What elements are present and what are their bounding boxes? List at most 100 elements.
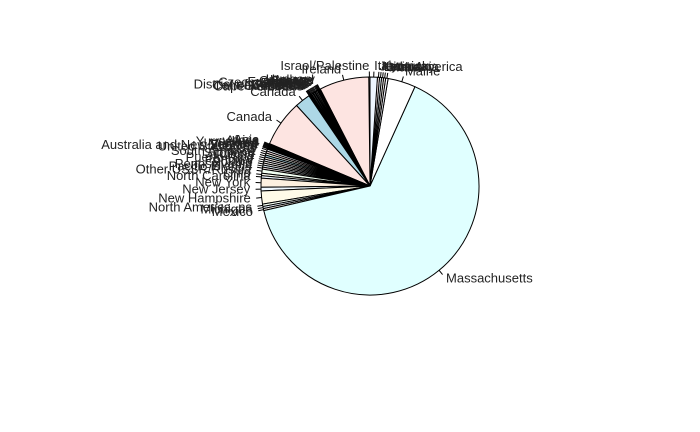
pie-label-new-york: New York xyxy=(195,174,250,189)
pie-label-canada: Canada xyxy=(250,84,296,99)
pie-tick-massachusetts xyxy=(438,269,443,275)
pie-label-massachusetts: Massachusetts xyxy=(446,271,533,286)
pie-label-asia: Asia xyxy=(234,132,260,147)
pie-tick-scotland xyxy=(259,154,266,157)
pie-tick-czechoslovakia xyxy=(311,87,316,93)
pie-tick-england xyxy=(310,87,315,93)
pie-label-latin-america: Latin America xyxy=(384,59,464,74)
pie-label-michigan: Michigan xyxy=(200,202,252,217)
pie-tick-greece xyxy=(315,84,319,91)
pie-tick-kentucky xyxy=(380,72,382,78)
pie-slice-italy xyxy=(369,76,378,187)
pie-slices xyxy=(260,76,480,296)
pie-label-caribbean: Caribbean xyxy=(244,78,304,93)
pie-tick-hungary xyxy=(316,84,321,90)
pie-label-hungary: Hungary xyxy=(266,72,316,87)
pie-tick-cape-verdeans xyxy=(305,90,310,96)
pie-label-ohio: Ohio xyxy=(223,165,250,180)
pie-label-texas: Texas xyxy=(222,141,256,156)
pie-tick-south-america xyxy=(260,151,266,155)
pie-tick-caribbean xyxy=(306,90,311,96)
pie-label-cuba: Cuba xyxy=(276,76,308,91)
pie-tick-district-of-columbia xyxy=(308,88,313,94)
pie-tick-north-america-ns xyxy=(257,204,263,207)
pie-labels: Israel/PalestineIrelandHungaryHollandGre… xyxy=(101,58,533,286)
pie-tick-australia-and-new-zealand xyxy=(262,146,268,150)
pie-tick-africa xyxy=(263,142,270,146)
pie-label-england: England xyxy=(261,75,309,90)
pie-label-new-jersey: New Jersey xyxy=(182,181,250,196)
pie-tick-colombia xyxy=(307,89,312,95)
pie-label-jamaica: Jamaica xyxy=(379,58,428,73)
pie-label-ticks xyxy=(255,71,443,275)
pie-label-canada: Canada xyxy=(226,109,272,124)
pie-label-puerto-rico: Puerto Rico xyxy=(186,149,254,164)
pie-tick-poland xyxy=(257,162,264,165)
pie-tick-yugoslavia xyxy=(263,143,269,147)
pie-tick-vietnam xyxy=(262,144,269,148)
pie-label-africa: Africa xyxy=(226,133,260,148)
pie-label-united-states-ns: United States, ns xyxy=(158,138,257,153)
pie-label-other-ussr-russia: Other USSR/Russia xyxy=(136,162,252,177)
pie-tick-france xyxy=(313,85,318,92)
pie-label-germany: Germany xyxy=(259,73,313,88)
pie-tick-texas xyxy=(261,149,267,153)
pie-tick-wales xyxy=(263,143,269,147)
pie-tick-russia xyxy=(259,156,265,159)
pie-tick-pacific-islands xyxy=(257,166,263,169)
pie-label-portugal: Portugal xyxy=(205,152,254,167)
pie-tick-portugal xyxy=(258,160,264,163)
pie-tick-lithuania xyxy=(384,72,386,79)
pie-label-pennsylvania: Pennsylvania xyxy=(175,156,253,171)
pie-tick-united-states-ns xyxy=(261,147,268,151)
pie-tick-maine xyxy=(401,76,404,82)
pie-label-scotland: Scotland xyxy=(204,145,255,160)
pie-label-italy: Italy xyxy=(374,58,398,73)
pie-tick-vermont xyxy=(262,145,269,149)
pie-tick-ireland xyxy=(341,74,345,81)
pie-label-greece: Greece xyxy=(271,72,314,87)
pie-label-north-carolina: North Carolina xyxy=(167,168,252,183)
pie-label-vermont: Vermont xyxy=(209,136,258,151)
pie-label-australia-and-new-zealand: Australia and New Zealand xyxy=(101,137,257,152)
pie-label-mexico: Mexico xyxy=(212,204,253,219)
pie-tick-michigan xyxy=(257,207,264,210)
pie-tick-other-ussr-russia xyxy=(256,169,263,172)
pie-tick-ohio xyxy=(256,173,262,175)
pie-label-israel-palestine: Israel/Palestine xyxy=(280,58,369,73)
pie-tick-cuba xyxy=(309,88,314,94)
pie-label-pacific-islands: Pacific Islands xyxy=(169,158,253,173)
pie-tick-puerto-rico xyxy=(258,158,265,161)
pie-label-czechoslovakia: Czechoslovakia xyxy=(218,75,310,90)
pie-slice-massachusetts xyxy=(263,86,480,296)
pie-label-maine: Maine xyxy=(405,63,440,78)
pie-tick-holland xyxy=(316,84,320,90)
pie-label-central-america: Central America xyxy=(212,77,305,92)
pie-tick-asia xyxy=(264,141,270,145)
pie-tick-canada xyxy=(276,119,282,124)
pie-label-wales: Wales xyxy=(223,134,259,149)
pie-tick-germany xyxy=(314,85,319,91)
pie-label-south-america: South America xyxy=(171,143,256,158)
pie-label-kentucky: Kentucky xyxy=(382,59,436,74)
pie-label-vietnam: Vietnam xyxy=(210,135,257,150)
pie-label-europe-ns: Europe, ns xyxy=(247,74,310,89)
pie-tick-pennsylvania xyxy=(257,164,263,167)
pie-tick-canada xyxy=(298,95,303,101)
pie-label-colombia: Colombia xyxy=(250,77,306,92)
pie-label-north-america-ns: North America, ns xyxy=(149,199,253,214)
pie-label-new-hampshire: New Hampshire xyxy=(158,191,250,206)
pie-label-poland: Poland xyxy=(212,154,252,169)
pie-tick-mexico xyxy=(258,209,264,212)
pie-tick-central-america xyxy=(307,89,311,95)
pie-tick-malta xyxy=(386,72,389,79)
pie-tick-europe-ns xyxy=(312,86,317,92)
pie-label-holland: Holland xyxy=(270,72,314,87)
pie-label-malta: Malta xyxy=(389,60,422,75)
pie-label-ireland: Ireland xyxy=(301,62,341,77)
pie-tick-new-hampshire xyxy=(256,197,262,199)
pie-label-lithuania: Lithuania xyxy=(386,59,440,74)
pie-label-cape-verdeans: Cape Verdeans xyxy=(213,78,303,93)
pie-tick-latin-america xyxy=(382,72,384,78)
